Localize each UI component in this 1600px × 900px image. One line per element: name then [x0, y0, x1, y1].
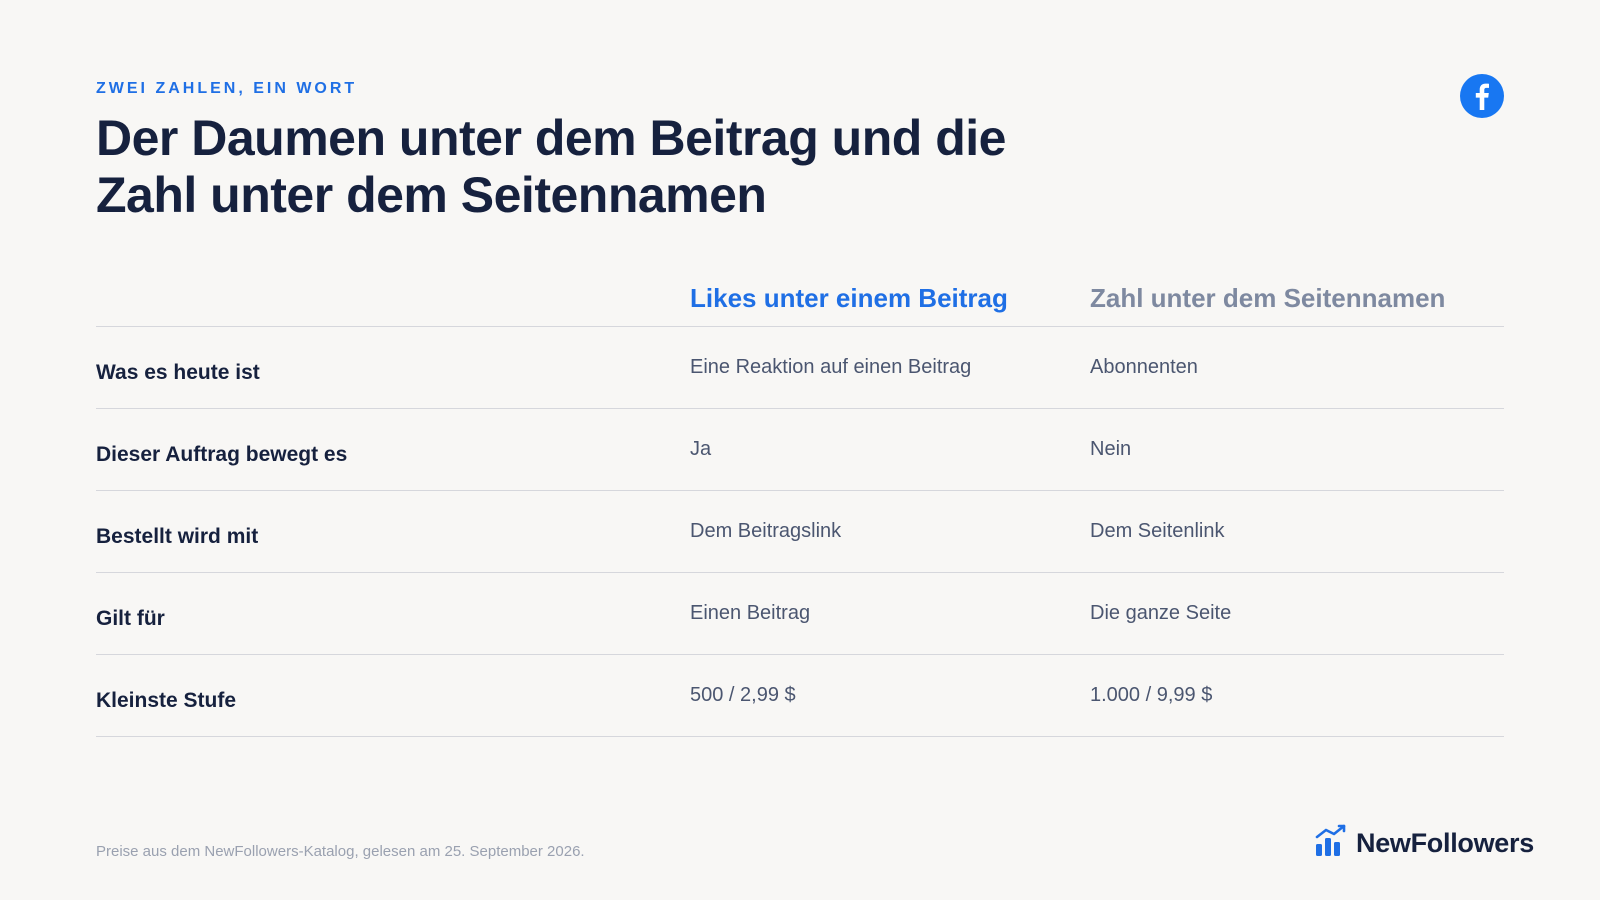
- table-row: Bestellt wird mit Dem Beitragslink Dem S…: [96, 491, 1504, 573]
- cell-post-likes: Ja: [690, 438, 712, 460]
- facebook-icon: [1460, 74, 1504, 118]
- row-label: Kleinste Stufe: [96, 688, 237, 712]
- cell-page-followers: Die ganze Seite: [1090, 602, 1232, 624]
- cell-page-followers: Abonnenten: [1090, 356, 1198, 378]
- table-row: Dieser Auftrag bewegt es Ja Nein: [96, 409, 1504, 491]
- header-page-followers: Zahl unter dem Seitennamen: [1090, 282, 1446, 313]
- table-row: Gilt für Einen Beitrag Die ganze Seite: [96, 573, 1504, 655]
- brand-name: NewFollowers: [1356, 828, 1534, 858]
- bar-chart-trend-icon: [1314, 824, 1348, 863]
- cell-page-followers: 1.000 / 9,99 $: [1090, 684, 1213, 706]
- cell-post-likes: Dem Beitragslink: [690, 520, 842, 542]
- cell-post-likes: Einen Beitrag: [690, 602, 811, 624]
- table-row: Kleinste Stufe 500 / 2,99 $ 1.000 / 9,99…: [96, 655, 1504, 737]
- cell-post-likes: Eine Reaktion auf einen Beitrag: [690, 356, 972, 378]
- eyebrow: ZWEI ZAHLEN, EIN WORT: [96, 80, 358, 97]
- cell-post-likes: 500 / 2,99 $: [690, 684, 796, 706]
- header-post-likes: Likes unter einem Beitrag: [690, 282, 1008, 313]
- cell-page-followers: Dem Seitenlink: [1090, 520, 1225, 542]
- footnote: Preise aus dem NewFollowers-Katalog, gel…: [96, 843, 585, 860]
- table-row: Was es heute ist Eine Reaktion auf einen…: [96, 327, 1504, 409]
- row-label: Was es heute ist: [96, 360, 260, 384]
- row-label: Dieser Auftrag bewegt es: [96, 442, 348, 466]
- row-label: Bestellt wird mit: [96, 524, 259, 548]
- comparison-table: Likes unter einem Beitrag Zahl unter dem…: [96, 270, 1504, 737]
- page-title: Der Daumen unter dem Beitrag und die Zah…: [96, 110, 1006, 223]
- table-header: Likes unter einem Beitrag Zahl unter dem…: [96, 270, 1504, 327]
- row-label: Gilt für: [96, 606, 165, 630]
- brand-logo: NewFollowers: [1314, 824, 1534, 863]
- cell-page-followers: Nein: [1090, 438, 1132, 460]
